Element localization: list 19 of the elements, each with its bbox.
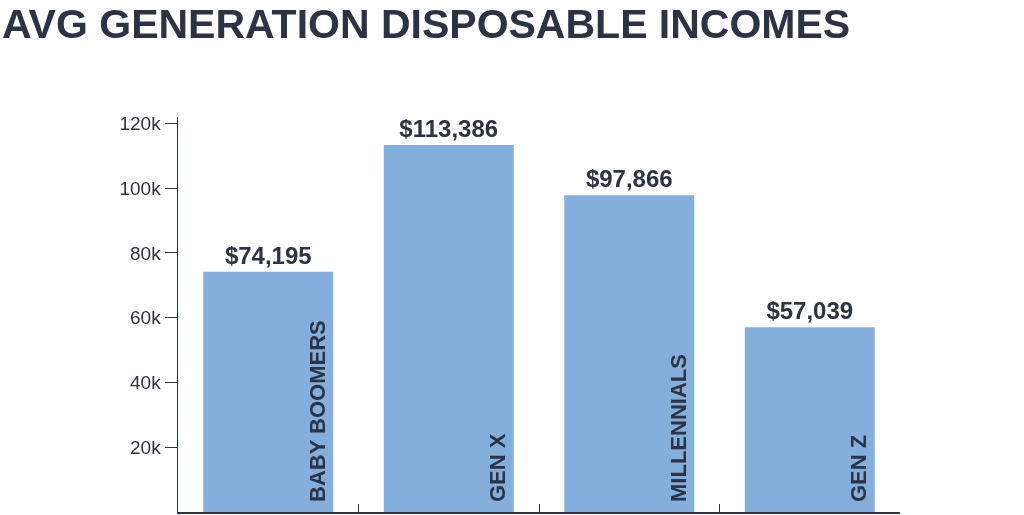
data-label: $74,195: [224, 241, 312, 269]
x-tick-label: GEN X: [484, 433, 510, 502]
bar: [203, 271, 334, 512]
x-tick-label: MILLENNIALS: [665, 354, 691, 502]
bar: [383, 144, 514, 512]
x-tick-label: GEN Z: [845, 434, 871, 502]
data-label: $97,866: [585, 165, 673, 193]
y-tick-label: 120k: [119, 113, 162, 135]
data-label: $113,386: [399, 114, 499, 142]
y-tick-label: 100k: [119, 177, 162, 199]
y-tick-label: 60k: [130, 307, 162, 329]
bar: [564, 195, 695, 512]
chart-title: AVG GENERATION DISPOSABLE INCOMES: [2, 0, 851, 47]
y-tick-label: 20k: [130, 436, 162, 458]
bar: [744, 327, 875, 512]
x-tick-label: BABY BOOMERS: [304, 320, 330, 502]
y-tick-label: 40k: [130, 372, 162, 394]
y-tick-label: 80k: [130, 242, 162, 264]
data-label: $57,039: [766, 297, 854, 325]
